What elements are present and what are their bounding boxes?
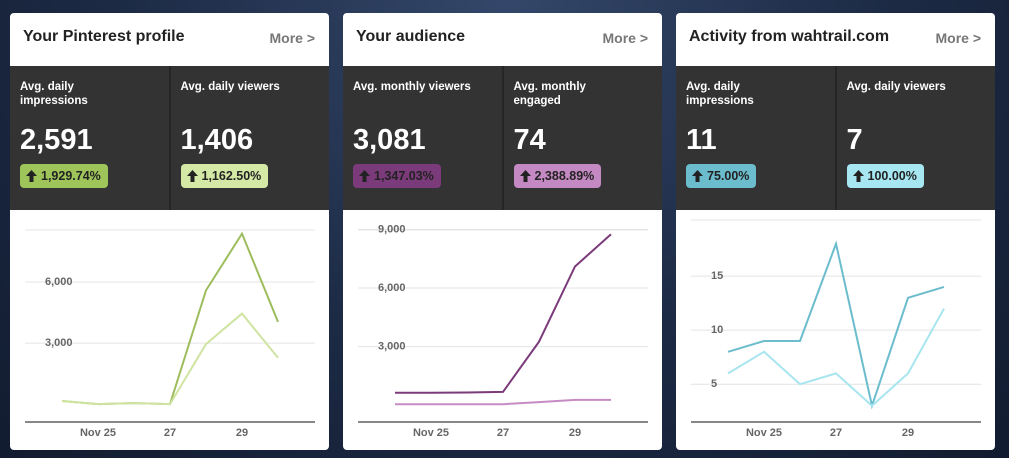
stats-panel: Avg. monthly viewers 3,081 1,347.03% Avg. m…: [343, 66, 662, 210]
change-badge: 1,162.50%: [180, 164, 269, 188]
stat-value: 7: [846, 124, 863, 156]
series-line: [727, 308, 945, 408]
y-tick-label: 3,000: [378, 340, 406, 352]
x-tick-label: Nov 25: [746, 427, 782, 439]
stat-label: Avg. monthly viewers: [353, 81, 471, 93]
change-text: 100.00%: [867, 169, 917, 183]
up-arrow: [852, 170, 864, 182]
stat: Avg. daily viewers 7 100.00%: [834, 66, 996, 210]
stat: Avg. monthly engaged 74 2,388.89%: [501, 66, 663, 210]
more-link[interactable]: More >: [602, 30, 648, 46]
chart: 3,000 6,000 9,000 Nov 25 27 29: [358, 223, 648, 439]
more-link[interactable]: More >: [935, 30, 981, 46]
stat-value: 3,081: [353, 124, 426, 156]
x-tick-label: 27: [164, 427, 176, 439]
y-tick-label: 9,000: [378, 223, 406, 235]
card-header: Your Pinterest profile More >: [10, 13, 329, 66]
x-tick-label: 29: [236, 427, 248, 439]
change-text: 75.00%: [707, 169, 750, 183]
up-arrow: [26, 170, 37, 182]
change-badge: 100.00%: [846, 164, 924, 188]
stat-label: Avg. daily viewers: [180, 81, 280, 93]
y-tick-label: 3,000: [45, 337, 73, 349]
card-title: Your Pinterest profile: [23, 28, 185, 45]
chart: 3,000 6,000 Nov 25 27 29: [25, 229, 315, 439]
stat: Avg. daily impressions 11 75.00%: [676, 66, 835, 210]
arrow-shape: [359, 170, 370, 182]
x-tick-label: 27: [497, 427, 509, 439]
y-tick-label: 15: [711, 270, 723, 282]
y-tick-label: 5: [711, 378, 717, 390]
stat-label: Avg. monthly engaged: [513, 81, 586, 107]
stat: Avg. daily viewers 1,406 1,162.50%: [168, 66, 330, 210]
up-arrow: [519, 170, 531, 182]
change-text: 1,929.74%: [41, 169, 101, 183]
change-text: 1,162.50%: [201, 169, 262, 183]
series-line: [727, 240, 945, 410]
card: Your Pinterest profile More > Avg. daily i…: [10, 13, 329, 450]
arrow-shape: [26, 170, 37, 182]
card-title: Your audience: [356, 28, 466, 45]
stat-value: 74: [513, 124, 546, 156]
y-tick-label: 6,000: [378, 282, 406, 294]
y-tick-label: 6,000: [45, 276, 73, 288]
x-tick-label: Nov 25: [80, 427, 116, 439]
card-header: Your audience More >: [343, 13, 662, 66]
arrow-shape: [692, 170, 703, 182]
stat-label: Avg. daily impressions: [686, 81, 754, 107]
stat-value: 1,406: [180, 124, 254, 156]
change-text: 1,347.03%: [374, 169, 434, 183]
x-tick-label: 29: [902, 427, 914, 439]
up-arrow: [692, 170, 703, 182]
change-badge: 75.00%: [686, 164, 757, 188]
change-badge: 1,929.74%: [20, 164, 108, 188]
stat-label: Avg. daily viewers: [846, 81, 946, 93]
change-badge: 2,388.89%: [513, 164, 602, 188]
stat: Avg. daily impressions 2,591 1,929.74%: [10, 66, 169, 210]
change-text: 2,388.89%: [534, 169, 595, 183]
chart: 5 10 15 Nov 25 27 29: [691, 219, 981, 439]
series-line: [61, 312, 279, 406]
card: Your audience More > Avg. monthly viewers 3…: [343, 13, 662, 450]
stat-value: 11: [686, 124, 717, 156]
y-tick-label: 10: [711, 324, 723, 336]
card-title: Activity from wahtrail.com: [689, 28, 890, 45]
x-tick-label: Nov 25: [413, 427, 449, 439]
arrow-shape: [519, 170, 531, 182]
stat-value: 2,591: [20, 124, 93, 156]
card-header: Activity from wahtrail.com More >: [676, 13, 995, 66]
stats-panel: Avg. daily impressions 2,591 1,929.74% Avg.…: [10, 66, 329, 210]
x-tick-label: 29: [569, 427, 581, 439]
change-badge: 1,347.03%: [353, 164, 441, 188]
up-arrow: [359, 170, 370, 182]
series-line: [395, 398, 611, 406]
arrow-shape: [852, 170, 864, 182]
stats-panel: Avg. daily impressions 11 75.00% Avg. daily…: [676, 66, 995, 210]
up-arrow: [186, 170, 198, 182]
stat: Avg. monthly viewers 3,081 1,347.03%: [343, 66, 502, 210]
x-tick-label: 27: [830, 427, 842, 439]
more-link[interactable]: More >: [269, 30, 315, 46]
series-line: [395, 233, 612, 394]
stat-label: Avg. daily impressions: [20, 81, 88, 107]
card: Activity from wahtrail.com More > Avg. dai…: [676, 13, 995, 450]
arrow-shape: [186, 170, 198, 182]
